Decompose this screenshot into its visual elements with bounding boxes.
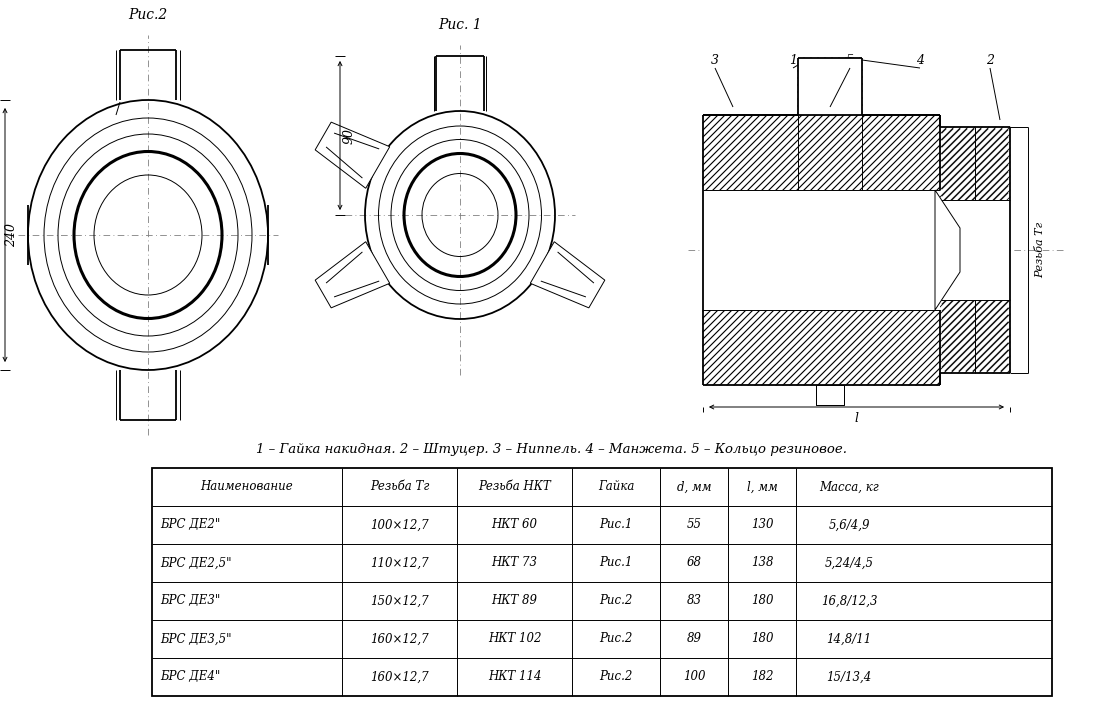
Polygon shape (315, 241, 390, 308)
Text: БРС ДЕ3": БРС ДЕ3" (160, 594, 220, 607)
Text: БРС ДЕ2,5": БРС ДЕ2,5" (160, 556, 231, 570)
Text: d, мм: d, мм (677, 481, 711, 493)
Text: Рис.2: Рис.2 (599, 594, 633, 607)
Text: БРС ДЕ2": БРС ДЕ2" (160, 518, 220, 532)
Text: 1 – Гайка накидная. 2 – Штуцер. 3 – Ниппель. 4 – Манжета. 5 – Кольцо резиновое.: 1 – Гайка накидная. 2 – Штуцер. 3 – Нипп… (256, 443, 846, 457)
Text: НКТ 60: НКТ 60 (491, 518, 538, 532)
Text: 5,6/4,9: 5,6/4,9 (829, 518, 869, 532)
Text: Гайка: Гайка (597, 481, 634, 493)
Bar (703, 190, 940, 310)
Text: l, мм: l, мм (747, 481, 777, 493)
Polygon shape (530, 241, 605, 308)
Bar (152, 468, 1052, 696)
Text: НКТ 114: НКТ 114 (488, 671, 541, 683)
Text: ød: ød (842, 245, 856, 255)
Text: 4: 4 (916, 54, 923, 66)
Text: НКТ 102: НКТ 102 (488, 633, 541, 645)
Text: Рис.1: Рис.1 (599, 518, 633, 532)
Polygon shape (315, 122, 390, 189)
Text: Рис. 1: Рис. 1 (439, 18, 482, 32)
Text: Резьба Тг: Резьба Тг (370, 481, 429, 493)
Text: Рис.1: Рис.1 (599, 556, 633, 570)
Text: 160×12,7: 160×12,7 (370, 633, 429, 645)
Text: 1: 1 (789, 54, 797, 66)
Text: Рис.2: Рис.2 (128, 8, 168, 22)
Text: НКТ 73: НКТ 73 (491, 556, 538, 570)
Text: Резьба НКТ: Резьба НКТ (478, 481, 551, 493)
Text: Рис.2: Рис.2 (599, 633, 633, 645)
Text: 2: 2 (986, 54, 994, 66)
Text: 16,8/12,3: 16,8/12,3 (821, 594, 877, 607)
Text: 130: 130 (750, 518, 774, 532)
Text: 138: 138 (750, 556, 774, 570)
Text: 150×12,7: 150×12,7 (370, 594, 429, 607)
Text: Масса, кг: Масса, кг (819, 481, 879, 493)
Text: НКТ: НКТ (779, 235, 804, 245)
Bar (815, 385, 844, 405)
Text: 160×12,7: 160×12,7 (370, 671, 429, 683)
Text: 100×12,7: 100×12,7 (370, 518, 429, 532)
Text: 180: 180 (750, 594, 774, 607)
Text: 5: 5 (846, 54, 854, 66)
Text: БРС ДЕ3,5": БРС ДЕ3,5" (160, 633, 231, 645)
Text: 110×12,7: 110×12,7 (370, 556, 429, 570)
Text: Наименование: Наименование (201, 481, 293, 493)
Text: 89: 89 (687, 633, 702, 645)
Bar (798, 58, 862, 115)
Bar (703, 115, 1011, 385)
Text: 180: 180 (750, 633, 774, 645)
Text: 240: 240 (6, 223, 19, 247)
Polygon shape (934, 190, 960, 310)
Text: 100: 100 (683, 671, 705, 683)
Text: 182: 182 (750, 671, 774, 683)
Text: Рис.2: Рис.2 (599, 671, 633, 683)
Text: Резьба Tг: Резьба Tг (1035, 222, 1045, 278)
Text: 55: 55 (687, 518, 702, 532)
Text: 90: 90 (343, 128, 356, 143)
Text: НКТ: НКТ (968, 235, 993, 245)
Text: 68: 68 (687, 556, 702, 570)
Text: 3: 3 (711, 54, 719, 66)
Text: 83: 83 (687, 594, 702, 607)
Text: НКТ 89: НКТ 89 (491, 594, 538, 607)
Text: БРС ДЕ4": БРС ДЕ4" (160, 671, 220, 683)
Text: 14,8/11: 14,8/11 (826, 633, 872, 645)
Text: 15/13,4: 15/13,4 (826, 671, 872, 683)
Text: 5,24/4,5: 5,24/4,5 (824, 556, 874, 570)
Bar (940, 200, 1011, 300)
Text: l: l (854, 412, 858, 426)
